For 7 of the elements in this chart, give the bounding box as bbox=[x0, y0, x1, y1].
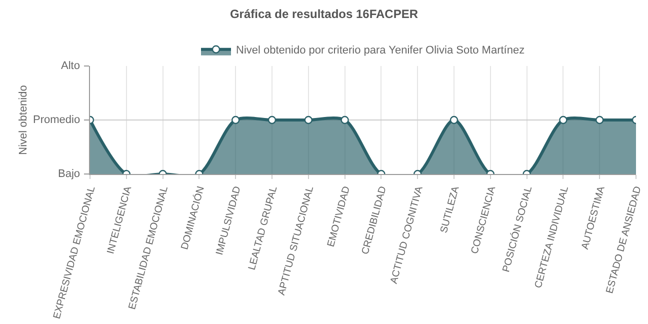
x-tick-label: LEALTAD GRUPAL bbox=[246, 184, 280, 272]
chart-title: Gráfica de resultados 16FACPER bbox=[230, 7, 418, 22]
text: Promedio bbox=[33, 114, 80, 126]
legend-label: Nivel obtenido por criterio para Yenifer Olivia Soto Martínez bbox=[236, 44, 525, 57]
text: Bajo bbox=[58, 168, 80, 180]
y-axis-title: Nivel obtenido bbox=[17, 85, 30, 155]
text: Alto bbox=[61, 60, 80, 72]
